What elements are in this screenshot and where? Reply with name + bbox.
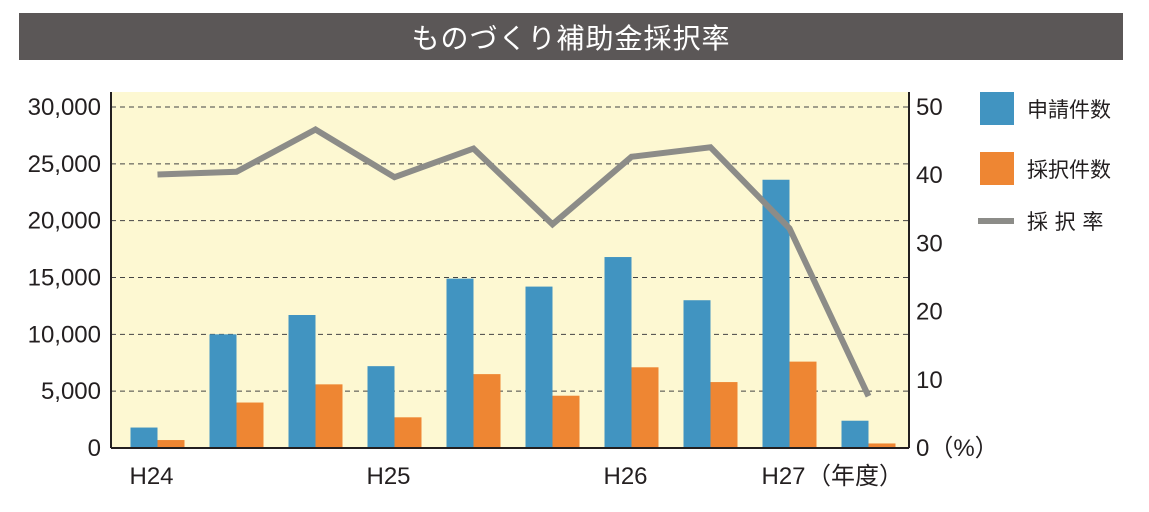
applications-bar xyxy=(683,300,711,448)
applications-bar xyxy=(288,315,316,448)
accepted-bar xyxy=(157,440,185,448)
bars xyxy=(130,179,896,448)
applications-bar xyxy=(367,366,395,448)
accepted-bar xyxy=(315,384,343,448)
accepted-bar xyxy=(552,395,580,448)
accepted-bar xyxy=(394,417,422,448)
left-axis-ticks: 0 5,000 10,000 15,000 20,000 25,000 30,000 xyxy=(28,94,101,462)
left-tick-label: 20,000 xyxy=(28,208,101,235)
accepted-bar xyxy=(236,402,264,448)
left-tick-label: 0 xyxy=(88,435,101,462)
x-tick-label: H24 xyxy=(129,463,173,490)
legend-swatch xyxy=(980,92,1014,125)
left-tick-label: 25,000 xyxy=(28,151,101,178)
rate-line-series xyxy=(157,126,872,398)
x-tick-label: H25 xyxy=(366,463,410,490)
chart-title: ものづくり補助金採択率 xyxy=(19,13,1123,60)
right-tick-label: 20 xyxy=(916,299,943,326)
applications-bar xyxy=(130,427,158,448)
rate-line xyxy=(157,126,872,398)
accepted-bar xyxy=(789,361,817,448)
axes xyxy=(110,92,910,449)
right-tick-label: 30 xyxy=(916,230,943,257)
right-tick-label: 10 xyxy=(916,367,943,394)
left-tick-label: 15,000 xyxy=(28,265,101,292)
x-axis-unit: （年度） xyxy=(807,463,903,490)
grid-lines xyxy=(111,106,909,392)
accepted-bar xyxy=(473,374,501,448)
left-tick-label: 5,000 xyxy=(41,378,101,405)
right-axis-ticks: 0（%） 10 20 30 40 50 xyxy=(916,94,999,462)
legend-label: 採 択 率 xyxy=(1027,210,1103,234)
applications-bar xyxy=(209,334,237,448)
right-tick-label: 50 xyxy=(916,94,943,121)
x-tick-label: H27 xyxy=(761,463,805,490)
accepted-bar xyxy=(631,367,659,448)
legend-label: 採択件数 xyxy=(1027,158,1111,182)
left-tick-label: 10,000 xyxy=(28,321,101,348)
right-tick-label: 0（%） xyxy=(916,435,999,462)
applications-bar xyxy=(841,420,869,448)
applications-bar xyxy=(525,286,553,448)
x-tick-label: H26 xyxy=(603,463,647,490)
left-tick-label: 30,000 xyxy=(28,94,101,121)
legend-label: 申請件数 xyxy=(1027,98,1111,122)
legend-swatch xyxy=(980,152,1014,185)
accepted-bar xyxy=(710,382,738,448)
accepted-bar xyxy=(868,443,896,448)
right-tick-label: 40 xyxy=(916,162,943,189)
applications-bar xyxy=(446,278,474,448)
x-axis-labels: H24 H25 H26 H27 （年度） xyxy=(129,463,903,490)
applications-bar xyxy=(604,257,632,448)
